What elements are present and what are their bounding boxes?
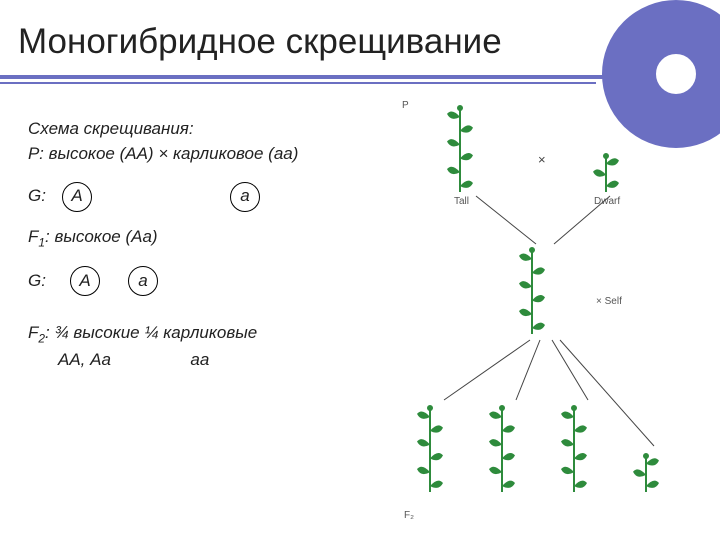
plant-f2_1 [410, 404, 450, 492]
p-line: Р: высокое (АА) × карликовое (аа) [28, 143, 298, 166]
scheme-text: Схема скрещивания: Р: высокое (АА) × кар… [28, 118, 298, 374]
diagram-label-tall: Tall [454, 196, 469, 207]
plant-f1 [512, 246, 552, 334]
f2-genotypes: АА, Аа аа [58, 349, 298, 372]
diagram-cross-x: × [538, 152, 546, 167]
header-underline-thick [0, 75, 610, 79]
diagram-label-p: P [402, 100, 409, 111]
f1-line: F1: высокое (Аа) [28, 226, 298, 250]
plant-p_dwarf [586, 152, 626, 192]
plant-p_tall [440, 104, 480, 192]
g-label: G: [28, 185, 62, 208]
header-underline-thin [0, 82, 596, 84]
gamete-circle-A: А [62, 182, 92, 212]
gamete-row-p: G: А а [28, 182, 298, 212]
page-title: Моногибридное скрещивание [18, 22, 502, 62]
gamete-row-f1: G: А а [28, 266, 298, 296]
plant-f2_4 [626, 452, 666, 492]
scheme-label: Схема скрещивания: [28, 118, 298, 141]
plant-f2_2 [482, 404, 522, 492]
gamete-circle-A2: А [70, 266, 100, 296]
f2-line: F2: ¾ высокие ¼ карликовые [28, 322, 298, 346]
diagram-label-f2: F₂ [404, 510, 414, 521]
diagram-label-dwarf: Dwarf [594, 196, 620, 207]
diagram-label-self: × Self [596, 296, 622, 307]
gamete-circle-a: а [230, 182, 260, 212]
g-label-2: G: [28, 270, 62, 293]
gamete-circle-a2: а [128, 266, 158, 296]
cross-diagram: P Tall Dwarf × × Self F₂ [398, 96, 708, 530]
plant-f2_3 [554, 404, 594, 492]
